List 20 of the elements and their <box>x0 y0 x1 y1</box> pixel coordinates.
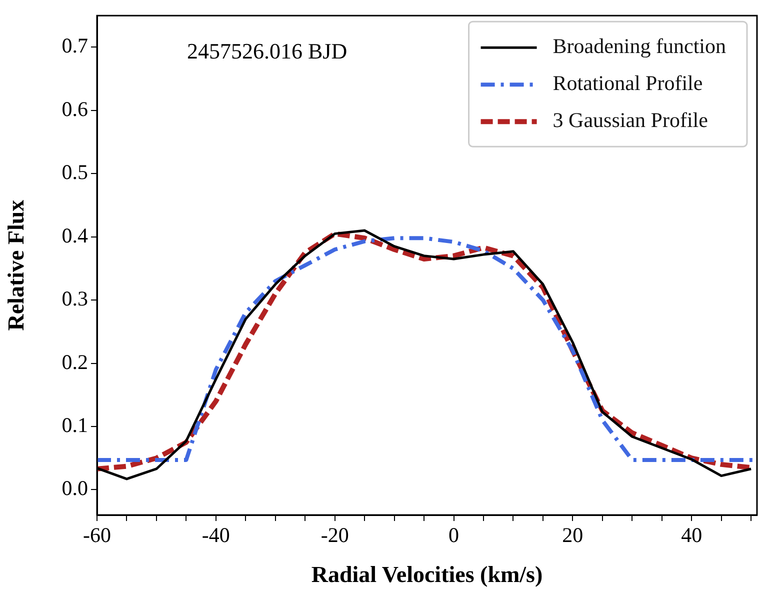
y-axis-title: Relative Flux <box>4 199 29 331</box>
legend-label: Broadening function <box>552 34 726 58</box>
x-tick-label: 0 <box>448 523 460 548</box>
legend-label: Rotational Profile <box>552 71 703 96</box>
y-tick-label: 0.5 <box>62 160 88 184</box>
x-tick-label: -60 <box>83 523 111 548</box>
x-tick-label: -20 <box>320 523 349 548</box>
y-tick-label: 0.1 <box>62 413 88 438</box>
y-tick-label: 0.4 <box>62 223 88 248</box>
y-tick-label: 0.0 <box>62 476 88 500</box>
x-tick-label: -40 <box>202 523 230 548</box>
y-tick-label: 0.3 <box>62 286 88 311</box>
y-tick-label: 0.6 <box>62 96 88 121</box>
annotation: 2457526.016 BJD <box>187 38 348 64</box>
x-tick-label: 40 <box>681 523 702 548</box>
y-tick-label: 0.7 <box>62 34 88 58</box>
x-axis-title: Radial Velocities (km/s) <box>311 562 543 588</box>
x-tick-label: 20 <box>562 523 584 548</box>
y-tick-label: 0.2 <box>62 350 88 374</box>
legend-label: 3 Gaussian Profile <box>552 108 708 132</box>
